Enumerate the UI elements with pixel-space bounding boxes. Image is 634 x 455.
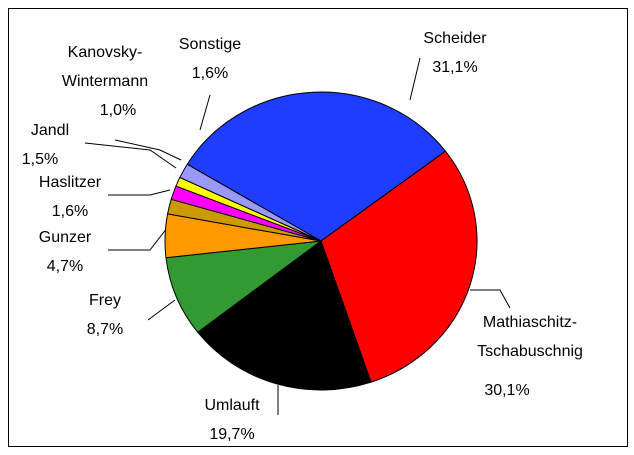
category-name: Mathiaschitz- Tschabuschnig <box>477 314 583 360</box>
category-name: Gunzer <box>38 229 92 246</box>
pie-slice <box>186 91 447 242</box>
leader-line <box>84 142 177 169</box>
category-name: Scheider <box>423 30 487 47</box>
pie-slice <box>196 240 372 391</box>
slice-label: Haslitzer 1,6% <box>39 168 101 226</box>
pie-slice <box>320 150 478 383</box>
leader-lines <box>84 57 511 415</box>
value-label: 30,1% <box>484 382 530 399</box>
value-label: 1,6% <box>51 203 89 220</box>
leader-line <box>470 289 511 309</box>
value-label: 1,5% <box>21 151 59 168</box>
leader-line <box>199 94 211 131</box>
category-name: Frey <box>89 292 121 309</box>
value-label: 4,7% <box>46 258 84 275</box>
slice-label: Sonstige 1,6% <box>179 30 241 88</box>
leader-line <box>409 57 421 101</box>
value-label: 31,1% <box>432 59 478 76</box>
leader-line <box>147 299 176 321</box>
leader-line <box>108 189 171 196</box>
category-name: Sonstige <box>178 36 242 53</box>
pie-slice <box>179 163 322 242</box>
category-name: Haslitzer <box>38 174 102 191</box>
pie-slice <box>165 240 323 333</box>
slice-label: Kanovsky- Wintermann 1,0% <box>62 38 148 125</box>
value-label: 19,7% <box>209 426 255 443</box>
slice-label: Scheider 31,1% <box>423 24 486 82</box>
slice-label: Umlauft 19,7% <box>204 391 259 449</box>
slice-label: Mathiaschitz- Tschabuschnig 30,1% <box>477 308 583 405</box>
value-label: 8,7% <box>86 321 124 338</box>
category-name: Jandl <box>30 122 70 139</box>
category-name: Kanovsky- Wintermann <box>61 44 149 90</box>
leader-line <box>108 227 168 251</box>
value-label: 1,6% <box>191 65 229 82</box>
category-name: Umlauft <box>204 397 260 414</box>
slice-label: Frey 8,7% <box>87 286 123 344</box>
leader-line <box>114 139 182 161</box>
slice-label: Jandl 1,5% <box>22 116 70 174</box>
value-label: 1,0% <box>99 102 137 119</box>
slice-label: Gunzer 4,7% <box>39 223 91 281</box>
